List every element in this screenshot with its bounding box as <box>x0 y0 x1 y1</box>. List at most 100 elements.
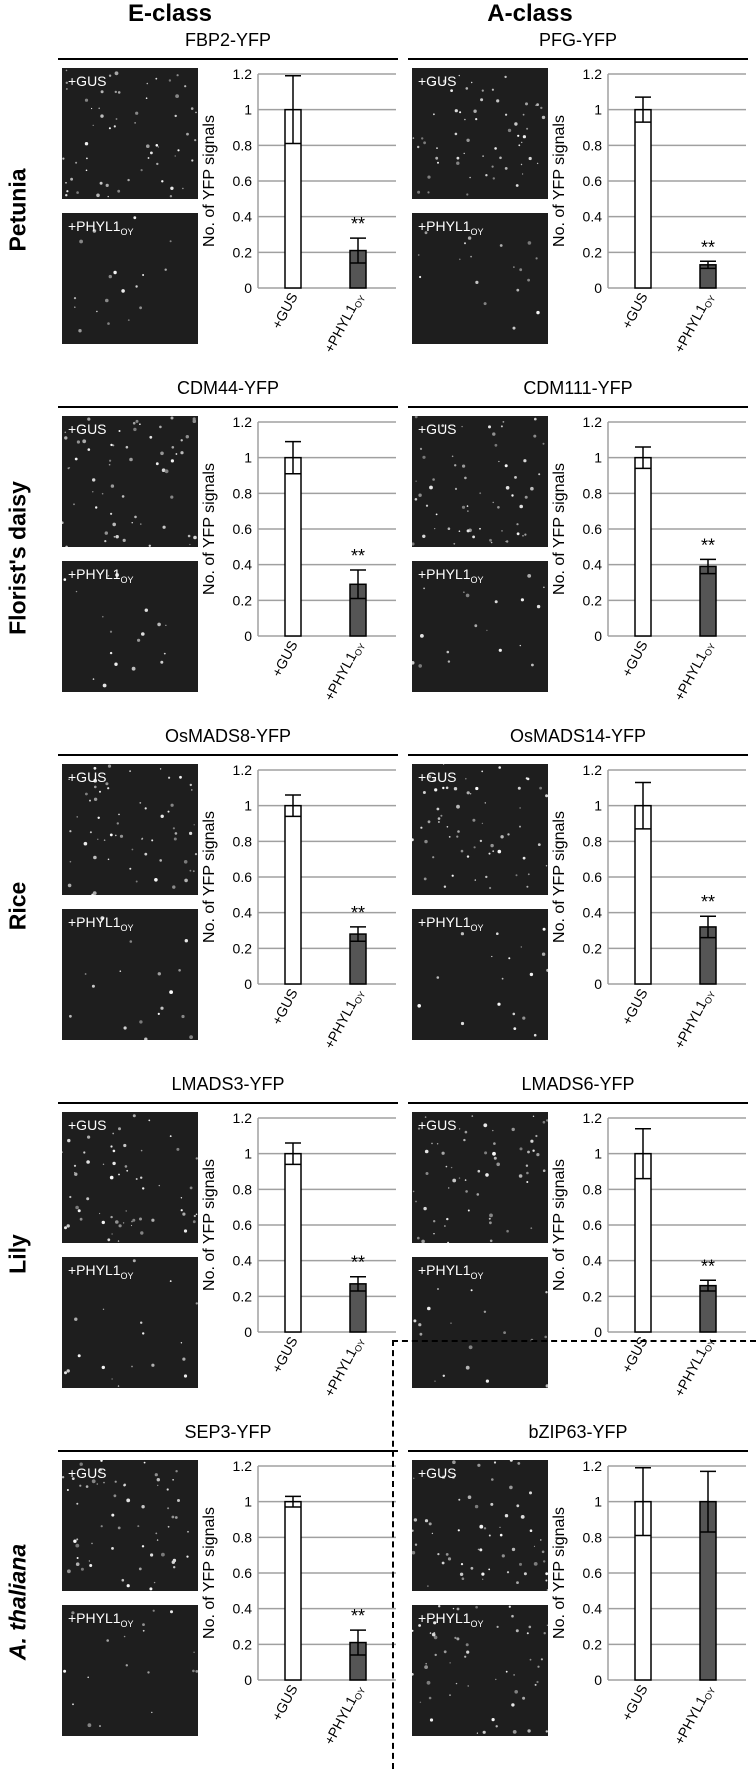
speckle <box>189 831 193 835</box>
speckle <box>142 1187 145 1190</box>
speckle <box>193 535 197 540</box>
y-tick-label: 0.4 <box>583 209 603 225</box>
speckle <box>126 1498 131 1503</box>
speckle <box>466 1650 470 1654</box>
speckle <box>482 1730 486 1734</box>
speckle <box>73 1539 77 1543</box>
speckle <box>150 151 153 155</box>
speckle <box>189 543 191 546</box>
speckle <box>71 1611 75 1615</box>
y-tick-label: 0.4 <box>233 905 253 921</box>
panel-fbp2-yfp: FBP2-YFP +GUS +PHYL1OY 0 0.2 0.4 0.6 0.8 1 1.2 No.… <box>58 30 398 368</box>
bar-gus <box>634 108 652 289</box>
speckle <box>109 630 113 633</box>
y-tick-label: 1.2 <box>233 414 253 430</box>
y-tick-label: 0.6 <box>233 1565 253 1581</box>
speckle <box>149 435 153 439</box>
speckle <box>544 1335 547 1339</box>
speckle <box>516 288 520 292</box>
speckle <box>86 157 88 160</box>
speckle <box>189 1186 193 1190</box>
speckle <box>483 1123 488 1128</box>
y-tick-label: 1.2 <box>583 66 603 82</box>
speckle <box>494 443 498 447</box>
speckle <box>425 1172 429 1175</box>
label-phyl1: +PHYL1OY <box>418 1610 484 1629</box>
speckle <box>474 624 478 628</box>
speckle <box>94 785 97 789</box>
speckle <box>512 1730 517 1734</box>
bar-chart: 0 0.2 0.4 0.6 0.8 1 1.2 No. of YFP signals +GUS +… <box>201 1458 396 1747</box>
speckle <box>505 1670 508 1673</box>
significance-stars: ** <box>701 535 715 555</box>
speckle <box>154 1473 158 1477</box>
y-tick-label: 0.4 <box>233 557 253 573</box>
panel-title: bZIP63-YFP <box>528 1422 628 1442</box>
speckle <box>107 195 109 198</box>
label-phyl1: +PHYL1OY <box>68 1610 134 1629</box>
speckle <box>426 1680 431 1685</box>
speckle <box>506 540 509 543</box>
speckle <box>91 107 93 110</box>
speckle <box>530 1139 534 1143</box>
speckle <box>526 1632 529 1635</box>
speckle <box>490 1502 494 1506</box>
speckle <box>168 776 171 779</box>
speckle <box>74 1172 76 1174</box>
panel-rule <box>408 1102 748 1104</box>
speckle <box>413 1319 417 1323</box>
speckle <box>142 1332 145 1335</box>
speckle <box>485 174 488 177</box>
speckle <box>192 1669 195 1673</box>
speckle <box>79 1484 82 1487</box>
panel-cdm44-yfp: CDM44-YFP +GUS +PHYL1OY 0 0.2 0.4 0.6 0.8 1 1.2 No… <box>58 378 398 716</box>
speckle <box>446 826 449 828</box>
speckle <box>69 1195 72 1199</box>
speckle <box>424 839 428 844</box>
speckle <box>75 1205 79 1210</box>
speckle <box>137 1525 140 1528</box>
speckle <box>107 787 110 790</box>
speckle <box>458 74 460 77</box>
speckle <box>479 1548 483 1552</box>
speckle <box>92 124 94 126</box>
speckle <box>424 1665 428 1669</box>
y-tick-label: 1 <box>594 102 602 118</box>
speckle <box>491 88 494 91</box>
speckle <box>102 615 104 618</box>
speckle <box>475 1605 478 1609</box>
x-tick-label: +GUS <box>618 986 650 1028</box>
speckle <box>92 478 96 482</box>
speckle <box>88 1560 91 1562</box>
speckle <box>519 644 521 647</box>
x-tick-label: +PHYL1OY <box>671 638 718 704</box>
speckle <box>434 528 436 530</box>
speckle <box>423 587 425 590</box>
y-tick-label: 1 <box>594 450 602 466</box>
speckle <box>66 88 68 90</box>
speckle <box>63 1669 67 1673</box>
label-phyl1: +PHYL1OY <box>418 914 484 933</box>
speckle <box>109 833 113 837</box>
speckle <box>498 766 501 769</box>
speckle <box>432 856 435 859</box>
speckle <box>412 1190 415 1193</box>
speckle <box>501 1554 505 1558</box>
x-tick-label: +GUS <box>268 638 300 680</box>
bar-chart: 0 0.2 0.4 0.6 0.8 1 1.2 No. of YFP signals +GUS +… <box>201 414 396 703</box>
speckle <box>133 216 137 220</box>
speckle <box>172 885 176 889</box>
speckle <box>170 416 174 420</box>
micrograph-gus: +GUS <box>412 1460 548 1591</box>
speckle <box>527 278 530 282</box>
speckle <box>96 310 98 313</box>
speckle <box>75 161 78 164</box>
speckle <box>64 1226 67 1230</box>
error-bar <box>285 1142 301 1166</box>
speckle <box>131 1220 133 1223</box>
speckle <box>437 817 441 820</box>
speckle <box>115 1220 119 1224</box>
speckle <box>184 85 187 88</box>
speckle <box>429 1632 432 1634</box>
speckle <box>447 1557 452 1561</box>
